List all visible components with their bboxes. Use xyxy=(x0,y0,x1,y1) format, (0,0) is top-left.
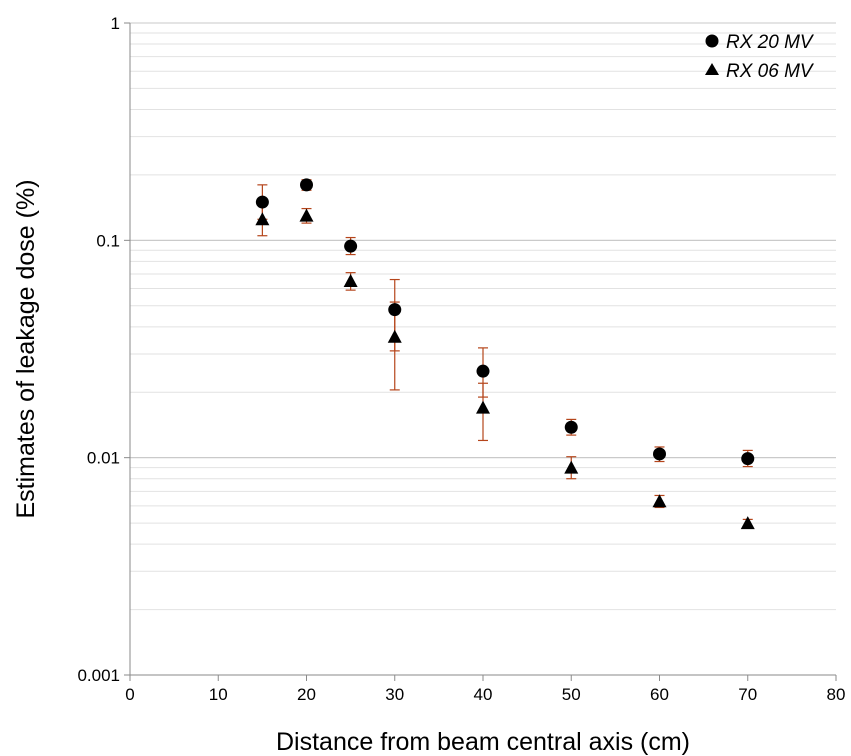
data-point-triangle xyxy=(740,516,755,530)
y-axis-title: Estimates of leakage dose (%) xyxy=(12,179,40,518)
y-tick-label: 0.01 xyxy=(87,449,120,468)
data-point-triangle xyxy=(476,400,490,414)
y-ticks: 0.001 0.01 0.1 1 xyxy=(77,14,130,685)
error-bars xyxy=(257,179,753,528)
legend-marker-triangle xyxy=(705,63,719,75)
x-tick-label: 20 xyxy=(297,685,316,704)
y-tick-label: 1 xyxy=(111,14,120,33)
x-axis-title: Distance from beam central axis (cm) xyxy=(276,728,690,756)
data-point-triangle xyxy=(652,494,667,508)
x-tick-label: 30 xyxy=(385,685,404,704)
data-point-circle xyxy=(653,447,666,461)
x-tick-label: 10 xyxy=(209,685,228,704)
x-tick-label: 50 xyxy=(562,685,581,704)
data-point-circle xyxy=(300,178,313,192)
data-point-circle xyxy=(388,303,402,317)
data-point-triangle xyxy=(299,208,314,222)
data-point-circle xyxy=(476,364,490,378)
data-point-triangle xyxy=(564,460,579,474)
legend: RX 20 MV RX 06 MV xyxy=(705,32,815,82)
legend-marker-circle xyxy=(705,34,719,48)
x-tick-label: 70 xyxy=(738,685,757,704)
x-ticks: 0 10 20 30 40 50 60 70 80 xyxy=(125,675,845,704)
legend-label-rx20: RX 20 MV xyxy=(726,32,815,53)
data-point-circle xyxy=(255,195,269,209)
data-point-circle xyxy=(344,239,358,253)
data-points xyxy=(255,178,755,530)
legend-label-rx06: RX 06 MV xyxy=(726,61,815,82)
x-tick-label: 80 xyxy=(827,685,846,704)
x-tick-label: 40 xyxy=(474,685,493,704)
data-point-triangle xyxy=(255,212,270,226)
y-tick-label: 0.001 xyxy=(77,666,120,685)
data-point-circle xyxy=(564,420,578,434)
data-point-circle xyxy=(741,452,755,466)
y-tick-label: 0.1 xyxy=(96,231,120,250)
x-tick-label: 0 xyxy=(125,685,134,704)
x-tick-label: 60 xyxy=(650,685,669,704)
data-point-triangle xyxy=(343,273,358,287)
data-point-triangle xyxy=(387,329,402,343)
